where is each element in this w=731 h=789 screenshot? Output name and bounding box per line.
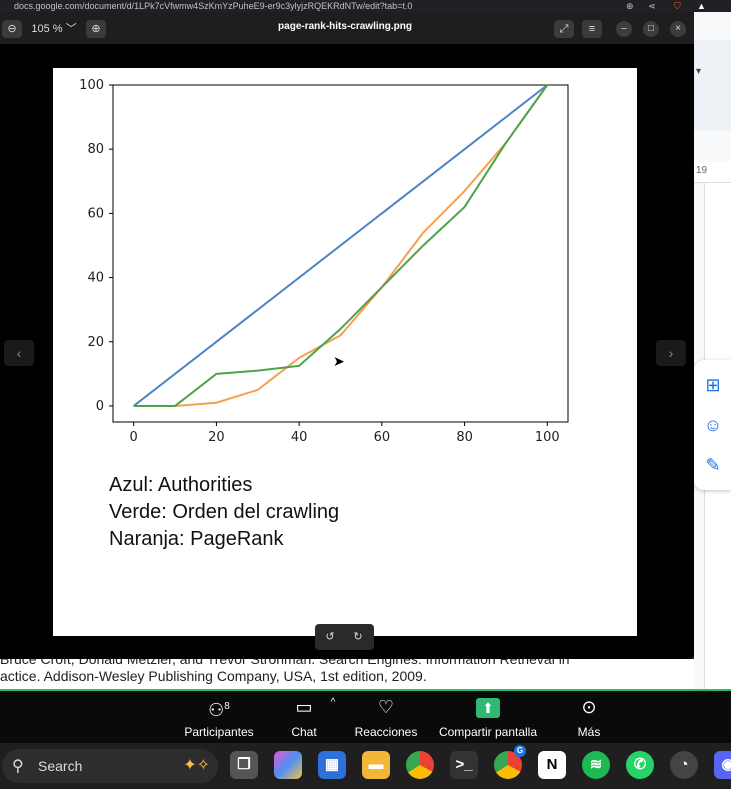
share-screen-button[interactable]: ⬆ Compartir pantalla xyxy=(436,695,540,739)
chat-icon: ▭ xyxy=(295,697,313,717)
legend-line-1: Azul: Authorities xyxy=(109,474,253,496)
x-tick-label: 60 xyxy=(374,430,391,445)
reactions-label: Reacciones xyxy=(354,725,418,739)
y-tick-label: 100 xyxy=(79,78,104,93)
legend-line-2: Verde: Orden del crawling xyxy=(109,501,340,523)
series-line-0 xyxy=(133,84,548,407)
brave-shield-icon[interactable]: ⛉ xyxy=(674,1,681,11)
search-label: Search xyxy=(38,758,83,774)
docs-side-tools: ⊞ ☺ ✎ xyxy=(694,360,731,490)
taskbar: ⚲ Search ✦✧ ❐ ▦ ▬ >_ G N ≋ ✆ ◔ ◉ xyxy=(0,743,731,789)
zoom-in-icon[interactable]: ⊕ xyxy=(86,20,106,38)
chat-options-chevron-icon[interactable]: ^ xyxy=(330,697,336,708)
more-button[interactable]: ⊙ Más xyxy=(572,695,606,739)
notion-icon[interactable]: N xyxy=(538,751,566,779)
y-tick-label: 20 xyxy=(87,335,104,350)
rotate-toolbar: ↺ ↻ xyxy=(315,624,374,650)
suggest-edit-icon[interactable]: ✎ xyxy=(705,455,721,475)
chevron-down-icon: ﹀ xyxy=(65,23,77,35)
legend-line-3: Naranja: PageRank xyxy=(109,528,284,550)
share-icon[interactable]: ⋖ xyxy=(648,1,656,11)
file-title: page-rank-hits-crawling.png xyxy=(278,21,412,32)
participants-label: Participantes xyxy=(184,725,254,739)
participants-count: 8 xyxy=(224,701,230,712)
discord-icon[interactable]: ◉ xyxy=(714,751,731,779)
browser-url-bar[interactable]: docs.google.com/document/d/1LPk7cVfwmw4S… xyxy=(0,0,731,12)
emoji-reaction-icon[interactable]: ☺ xyxy=(703,415,723,435)
zoom-select[interactable]: 105 % ﹀ xyxy=(26,20,82,38)
url-text[interactable]: docs.google.com/document/d/1LPk7cVfwmw4S… xyxy=(14,1,413,11)
chrome-profile-icon[interactable]: G xyxy=(494,745,526,779)
mouse-cursor-icon: ➤ xyxy=(333,353,345,369)
rotate-left-icon[interactable]: ↺ xyxy=(325,631,335,643)
maximize-icon[interactable]: □ xyxy=(643,21,659,37)
x-tick-label: 40 xyxy=(291,430,308,445)
y-tick-label: 40 xyxy=(87,271,104,286)
chrome-icon[interactable] xyxy=(406,751,434,779)
docs-toolbar: ▾ xyxy=(694,40,731,130)
x-tick-label: 0 xyxy=(130,430,138,445)
close-icon[interactable]: × xyxy=(670,21,686,37)
taskbar-search[interactable]: ⚲ Search ✦✧ xyxy=(2,749,218,783)
fullscreen-icon[interactable]: ⤢ xyxy=(554,20,574,38)
y-tick-label: 0 xyxy=(96,399,104,414)
x-tick-label: 20 xyxy=(208,430,225,445)
whatsapp-icon[interactable]: ✆ xyxy=(626,751,654,779)
spotify-icon[interactable]: ≋ xyxy=(582,751,610,779)
chart-image: 0 20 40 60 80 100 0 20 40 60 80 100 Azul: Authoriti… xyxy=(53,68,637,636)
prev-image-button[interactable]: ‹ xyxy=(4,340,34,366)
docs-text-area[interactable]: Bruce Croft, Donald Metzler, and Trevor … xyxy=(0,651,694,689)
series-line-1 xyxy=(133,84,549,407)
menu-icon[interactable]: ≡ xyxy=(582,20,602,38)
ruler-number: 19 xyxy=(696,165,708,176)
microsoft-store-icon[interactable]: ▦ xyxy=(318,751,346,779)
x-tick-label: 100 xyxy=(535,430,560,445)
file-explorer-icon[interactable]: ▬ xyxy=(362,751,390,779)
heart-icon: ♡ xyxy=(377,697,395,717)
x-tick-label: 80 xyxy=(456,430,473,445)
chrome-badge: G xyxy=(514,745,526,757)
reference-line-2: actice. Addison-Wesley Publishing Compan… xyxy=(0,668,427,684)
copilot-icon[interactable] xyxy=(274,751,302,779)
y-tick-label: 80 xyxy=(87,142,104,157)
next-image-button[interactable]: › xyxy=(656,340,686,366)
chevron-down-icon[interactable]: ▾ xyxy=(696,66,702,77)
brave-rewards-icon[interactable]: ▲ xyxy=(697,1,706,11)
zoom-level: 105 % xyxy=(31,23,63,35)
docs-ruler: 19 xyxy=(694,162,731,183)
search-icon: ⚲ xyxy=(12,758,24,775)
obs-icon[interactable]: ◔ xyxy=(670,751,698,779)
chat-button[interactable]: ▭ Chat xyxy=(284,695,324,739)
meeting-bar: ⚇8 Participantes ▭ Chat ^ ♡ Reacciones ⬆… xyxy=(0,689,731,745)
reactions-button[interactable]: ♡ Reacciones xyxy=(354,695,418,739)
share-screen-label: Compartir pantalla xyxy=(438,725,538,739)
share-screen-icon: ⬆ xyxy=(476,698,500,718)
y-tick-label: 60 xyxy=(87,206,104,221)
more-label: Más xyxy=(577,725,601,739)
chat-label: Chat xyxy=(291,725,317,739)
zoom-icon[interactable]: ⊕ xyxy=(626,1,634,11)
docs-background: ▾ 19 xyxy=(694,12,731,703)
plot-frame xyxy=(112,84,569,423)
zoom-out-icon[interactable]: ⊖ xyxy=(2,20,22,38)
people-icon: ⚇8 xyxy=(208,700,230,720)
more-icon: ⊙ xyxy=(581,697,597,717)
rotate-right-icon[interactable]: ↻ xyxy=(353,631,363,643)
viewer-toolbar: ⊖ 105 % ﹀ ⊕ page-rank-hits-crawling.png … xyxy=(0,12,694,44)
series-line-2 xyxy=(133,84,549,407)
participants-button[interactable]: ⚇8 Participantes xyxy=(184,695,254,739)
terminal-icon[interactable]: >_ xyxy=(450,751,478,779)
task-view-icon[interactable]: ❐ xyxy=(230,751,258,779)
minimize-icon[interactable]: – xyxy=(616,21,632,37)
copilot-sparkle-icon: ✦✧ xyxy=(183,757,210,774)
add-comment-icon[interactable]: ⊞ xyxy=(705,375,721,395)
line-chart: 0 20 40 60 80 100 0 20 40 60 80 100 xyxy=(79,78,569,445)
